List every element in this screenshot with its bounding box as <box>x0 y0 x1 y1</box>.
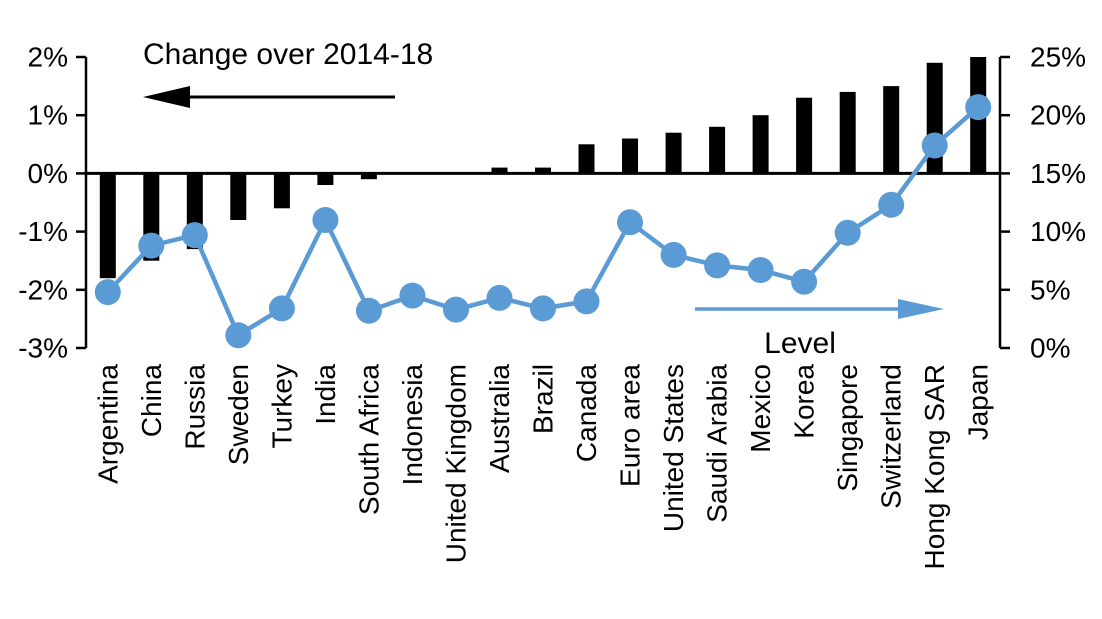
category-label-russia: Russia <box>179 364 210 450</box>
left-axis-tick-label: -1% <box>18 216 68 247</box>
category-label-sweden: Sweden <box>223 364 254 465</box>
category-axis-layer: Argentina China Russia Sweden Turkey India Sou… <box>92 364 993 570</box>
bar-singapore <box>839 91 856 174</box>
bar-brazil <box>535 167 551 174</box>
right-axis-tick-label: 0% <box>1030 333 1070 364</box>
level-annotation-label: Level <box>764 327 836 360</box>
change-arrow-left-icon <box>143 86 395 108</box>
line-series-layer <box>94 94 992 349</box>
bar-euro-area <box>622 138 638 174</box>
level-marker-turkey <box>268 295 295 322</box>
level-marker-singapore <box>834 219 861 246</box>
right-axis-tick-label: 20% <box>1030 100 1086 131</box>
category-label-euro-area: Euro area <box>615 364 646 487</box>
category-label-india: India <box>310 364 341 425</box>
category-label-turkey: Turkey <box>266 364 297 449</box>
level-marker-japan <box>965 94 992 121</box>
category-label-hong-kong-sar: Hong Kong SAR <box>919 364 950 569</box>
category-label-united-kingdom: United Kingdom <box>440 364 471 563</box>
level-marker-argentina <box>94 279 121 306</box>
level-marker-switzerland <box>878 191 905 218</box>
category-label-australia: Australia <box>484 364 515 473</box>
level-marker-korea <box>791 268 818 295</box>
level-marker-united-kingdom <box>443 296 469 323</box>
level-marker-canada <box>573 288 600 315</box>
bar-turkey <box>273 173 290 209</box>
level-marker-saudi-arabia <box>704 252 731 279</box>
level-marker-indonesia <box>399 282 426 309</box>
right-axis-tick-label: 5% <box>1030 274 1070 305</box>
level-marker-hong-kong-sar <box>921 132 948 159</box>
level-marker-mexico <box>747 257 774 283</box>
category-label-switzerland: Switzerland <box>876 364 907 509</box>
bar-south-africa <box>360 173 377 180</box>
change-annotation-label: Change over 2014-18 <box>143 38 433 71</box>
category-label-brazil: Brazil <box>528 364 559 434</box>
bar-series-layer <box>99 57 987 279</box>
left-axis-tick-label: -2% <box>18 274 68 305</box>
bar-switzerland <box>883 86 900 174</box>
right-axis-tick-label: 10% <box>1030 216 1086 247</box>
left-axis-tick-label: -3% <box>18 333 68 364</box>
left-axis-tick-label: 2% <box>28 42 68 73</box>
category-label-korea: Korea <box>789 364 820 439</box>
left-axis-tick-label: 1% <box>28 100 68 131</box>
bar-canada <box>578 144 595 174</box>
bar-australia <box>491 167 508 174</box>
bar-sweden <box>230 173 247 220</box>
bar-saudi-arabia <box>709 126 726 174</box>
right-axis-tick-label: 25% <box>1030 42 1086 73</box>
category-label-indonesia: Indonesia <box>397 364 428 486</box>
category-label-united-states: United States <box>658 364 689 532</box>
level-arrow-right-icon <box>695 299 944 319</box>
category-label-singapore: Singapore <box>832 364 863 492</box>
level-marker-india <box>312 207 339 233</box>
left-axis-tick-label: 0% <box>28 158 68 189</box>
category-label-japan: Japan <box>963 364 994 440</box>
category-label-mexico: Mexico <box>745 364 776 453</box>
level-marker-australia <box>486 284 513 311</box>
bar-india <box>317 173 334 185</box>
level-marker-china <box>138 232 165 259</box>
right-axis-tick-label: 15% <box>1030 158 1086 189</box>
category-label-china: China <box>136 364 167 438</box>
category-label-argentina: Argentina <box>92 364 123 484</box>
axes-layer: 2% 1% 0% -1% -2% -3% 25% 20% 15% 10% 5% 0% <box>18 42 1086 364</box>
level-marker-brazil <box>530 295 556 322</box>
bar-argentina <box>99 173 116 279</box>
level-marker-south-africa <box>355 297 382 324</box>
bar-korea <box>796 97 813 174</box>
level-marker-united-states <box>660 241 687 268</box>
level-marker-sweden <box>225 322 252 349</box>
category-label-saudi-arabia: Saudi Arabia <box>702 364 733 523</box>
bar-mexico <box>752 115 769 174</box>
category-label-canada: Canada <box>571 364 602 463</box>
level-marker-russia <box>181 222 208 249</box>
bar-united-states <box>665 132 682 174</box>
level-marker-euro-area <box>617 209 643 236</box>
category-label-south-africa: South Africa <box>353 364 384 515</box>
